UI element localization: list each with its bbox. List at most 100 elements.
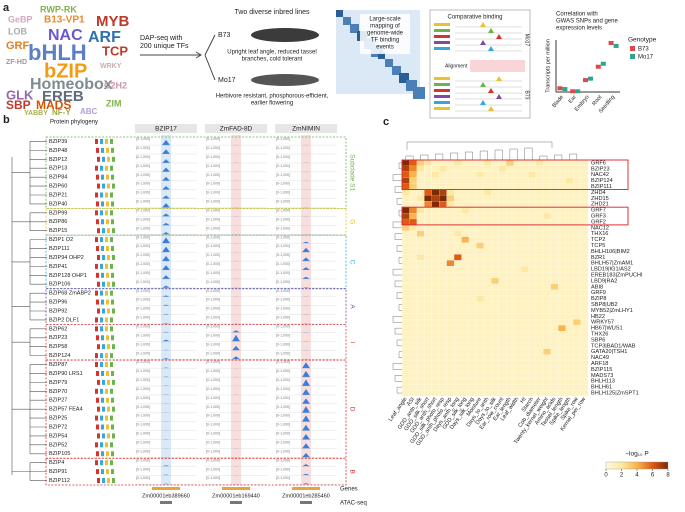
- heatmap-cell: [461, 266, 470, 273]
- heatmap-cell: [483, 177, 492, 184]
- heatmap-cell: [446, 195, 455, 202]
- logo: [95, 442, 98, 448]
- heatmap-cell: [528, 378, 537, 385]
- heatmap-cell: [520, 366, 529, 373]
- heatmap-cell: [573, 224, 581, 231]
- heatmap-cell: [550, 336, 559, 344]
- heatmap-cell: [498, 177, 507, 184]
- heatmap-cell: [491, 360, 499, 367]
- heatmap-cell: [580, 277, 589, 285]
- box: [600, 61, 606, 66]
- heatmap-cell: [550, 272, 559, 279]
- heatmap-cell: [431, 159, 440, 167]
- logo: [107, 406, 110, 412]
- peak: [162, 167, 170, 172]
- heatmap-cell: [409, 183, 418, 190]
- tf-name: BZIP70: [49, 389, 67, 395]
- tf-name: BZIP87: [49, 362, 67, 368]
- heatmap-cell: [528, 289, 537, 296]
- heatmap-cell: [409, 283, 418, 290]
- heatmap-cell: [558, 260, 566, 267]
- heatmap-cell: [506, 266, 514, 273]
- heatmap-cell: [550, 301, 559, 308]
- block: [385, 59, 393, 67]
- heatmap-cell: [535, 207, 544, 214]
- heatmap-cell: [543, 336, 551, 344]
- heatmap-cell: [483, 348, 492, 355]
- clade-box: [45, 207, 347, 236]
- heatmap-cell: [535, 242, 544, 249]
- heatmap-cell: [409, 201, 418, 208]
- heatmap-cell: [550, 236, 559, 243]
- scale-label: [0-1,000]: [206, 333, 220, 337]
- logo: [100, 362, 103, 368]
- heatmap-cell: [431, 319, 440, 326]
- logo: [100, 353, 103, 359]
- logo: [105, 388, 108, 394]
- heatmap-cell: [513, 390, 522, 397]
- heatmap-cell: [424, 207, 432, 214]
- row-label: GATA20|TSH1: [591, 349, 627, 355]
- heatmap-cell: [506, 242, 514, 249]
- heatmap-cell: [446, 248, 455, 255]
- heatmap-cell: [483, 248, 492, 255]
- heatmap-cell: [528, 283, 537, 290]
- tf-name: BZIP13: [49, 166, 67, 172]
- logo: [106, 451, 109, 457]
- heatmap-cell: [416, 366, 425, 373]
- heatmap-cell: [409, 331, 418, 338]
- logo: [112, 379, 115, 385]
- heatmap-cell: [468, 283, 477, 290]
- logo: [102, 478, 105, 484]
- heatmap-cell: [476, 348, 485, 355]
- tf-name: BZIP12: [49, 157, 67, 163]
- logo: [111, 147, 114, 153]
- logo: [110, 326, 113, 332]
- heatmap-cell: [401, 183, 410, 190]
- logo: [102, 228, 105, 234]
- heatmap-cell: [528, 213, 537, 220]
- heatmap-cell: [491, 283, 499, 290]
- heatmap-cell: [520, 236, 529, 243]
- heatmap-cell: [513, 325, 522, 332]
- scale-label: [0-1,000]: [136, 253, 150, 257]
- heatmap-cell: [461, 254, 470, 261]
- scale-label: [0-1,000]: [276, 146, 290, 150]
- heatmap-cell: [520, 342, 529, 349]
- heatmap-cell: [558, 272, 566, 279]
- heatmap-cell: [550, 224, 559, 231]
- heatmap-cell: [506, 390, 514, 397]
- heatmap-cell: [565, 177, 574, 184]
- heatmap-cell: [543, 295, 551, 302]
- block: [413, 87, 425, 99]
- heatmap-cell: [476, 224, 485, 231]
- heatmap-cell: [439, 295, 447, 302]
- heatmap-cell: [528, 159, 537, 167]
- heatmap-cell: [498, 307, 507, 314]
- heatmap-cell: [439, 195, 447, 202]
- heatmap-cell: [439, 183, 447, 190]
- heatmap-cell: [461, 248, 470, 255]
- heatmap-cell: [454, 319, 462, 326]
- tf-name: BZIP39: [49, 139, 67, 145]
- heatmap-cell: [528, 230, 537, 237]
- heatmap-cell: [535, 165, 544, 172]
- logo: [111, 397, 114, 403]
- heatmap-cell: [558, 195, 566, 202]
- tf-name: BZIP48: [49, 148, 67, 154]
- heatmap-cell: [491, 218, 499, 226]
- heatmap-cell: [454, 207, 462, 214]
- tf-name: BZIP105: [49, 451, 70, 457]
- heatmap-cell: [543, 325, 551, 332]
- logo: [110, 165, 113, 171]
- heatmap-cell: [409, 171, 418, 178]
- heatmap-cell: [498, 242, 507, 249]
- logo: [107, 308, 110, 314]
- heatmap-cell: [491, 248, 499, 255]
- scale-label: [0-1,000]: [136, 449, 150, 453]
- heatmap-cell: [565, 342, 574, 349]
- heatmap-cell: [439, 301, 447, 308]
- dendrogram: [394, 233, 402, 240]
- heatmap-cell: [580, 201, 589, 208]
- heatmap-cell: [476, 313, 485, 320]
